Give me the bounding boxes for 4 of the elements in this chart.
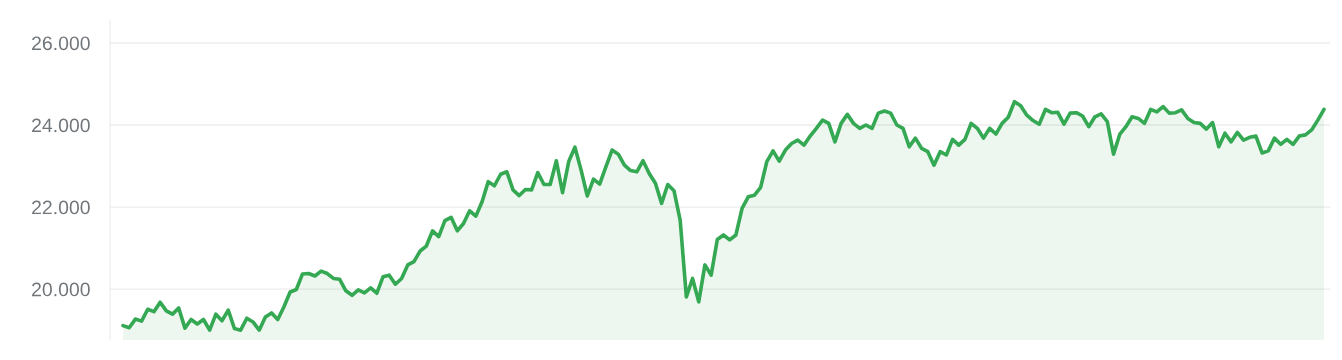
y-tick-label: 20.000 (32, 282, 90, 297)
y-tick-label: 26.000 (32, 36, 90, 51)
y-tick-label: 24.000 (32, 118, 90, 133)
y-tick-label: 22.000 (32, 200, 90, 215)
